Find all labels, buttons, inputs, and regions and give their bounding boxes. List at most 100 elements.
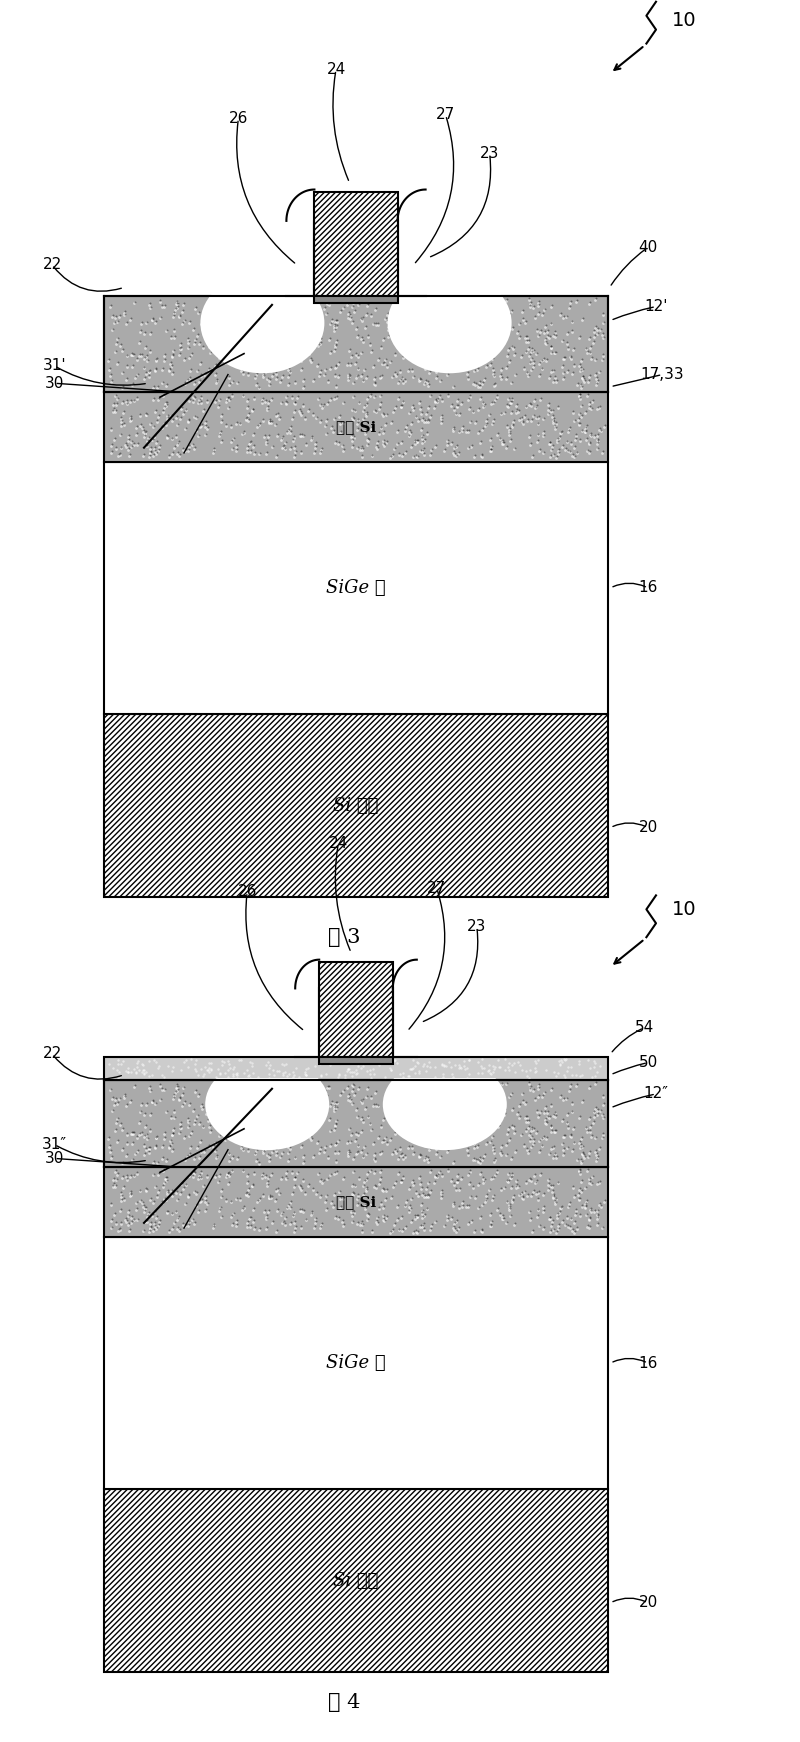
Point (583, 429, 596, 456)
Point (454, 1078, 467, 1106)
Point (346, 395, 359, 423)
Point (348, 1080, 361, 1108)
Point (515, 1122, 528, 1150)
Point (214, 420, 226, 448)
Point (135, 1057, 148, 1085)
Point (121, 387, 134, 415)
Point (540, 324, 553, 352)
Point (445, 392, 458, 420)
Point (218, 1049, 230, 1077)
Point (190, 1192, 202, 1219)
Point (527, 1176, 540, 1204)
Point (114, 1195, 127, 1223)
Point (310, 1204, 322, 1232)
Point (294, 324, 306, 352)
Point (182, 437, 194, 465)
Point (470, 1134, 483, 1162)
Point (383, 444, 396, 472)
Point (413, 368, 426, 395)
Point (503, 1082, 516, 1110)
Point (168, 322, 181, 350)
Point (488, 1078, 501, 1106)
Point (360, 1165, 373, 1193)
Point (248, 1129, 261, 1157)
Point (446, 1063, 459, 1090)
Point (403, 310, 416, 338)
Point (448, 1207, 461, 1235)
Point (190, 1047, 202, 1075)
Point (472, 1171, 485, 1198)
Point (249, 350, 262, 378)
Point (486, 343, 499, 371)
Point (360, 1084, 373, 1111)
Point (137, 1057, 150, 1085)
Point (487, 406, 500, 434)
Bar (104, 1078, 608, 1167)
Point (472, 369, 485, 397)
Point (354, 1211, 366, 1239)
Point (254, 1092, 267, 1120)
Point (311, 1111, 324, 1139)
Point (361, 1172, 374, 1200)
Point (178, 1087, 191, 1115)
Point (119, 1209, 132, 1237)
Point (450, 1176, 462, 1204)
Point (474, 1117, 487, 1144)
Ellipse shape (205, 1059, 330, 1150)
Point (447, 1131, 460, 1158)
Point (523, 1077, 536, 1104)
Point (110, 395, 122, 423)
Point (280, 381, 293, 409)
Point (351, 343, 364, 371)
Point (248, 1158, 261, 1186)
Point (524, 388, 537, 416)
Point (425, 401, 438, 429)
Point (582, 1169, 595, 1197)
Point (487, 409, 500, 437)
Point (238, 1089, 250, 1117)
Point (453, 1111, 466, 1139)
Point (331, 1205, 344, 1233)
Point (472, 301, 485, 329)
Point (474, 1204, 486, 1232)
Point (521, 1061, 534, 1089)
Point (162, 1052, 174, 1080)
Point (166, 406, 179, 434)
Point (117, 1148, 130, 1176)
Point (266, 307, 278, 334)
Point (386, 1092, 399, 1120)
Point (205, 338, 218, 366)
Point (174, 1108, 187, 1136)
Point (282, 1097, 295, 1125)
Point (137, 1218, 150, 1246)
Point (261, 429, 274, 456)
Point (255, 287, 268, 315)
Point (510, 399, 522, 427)
Point (375, 1188, 388, 1216)
Point (134, 1186, 147, 1214)
Point (108, 388, 121, 416)
Point (321, 390, 334, 418)
Point (278, 436, 291, 463)
Point (284, 413, 297, 441)
Point (526, 406, 538, 434)
Point (241, 394, 254, 422)
Point (311, 289, 324, 317)
Point (395, 1094, 408, 1122)
Point (590, 1094, 602, 1122)
Point (420, 1131, 433, 1158)
Point (127, 432, 140, 460)
Point (527, 387, 540, 415)
Point (362, 425, 374, 453)
Point (222, 383, 234, 411)
Point (149, 355, 162, 383)
Point (565, 1071, 578, 1099)
Text: 22: 22 (42, 1047, 62, 1061)
Point (236, 324, 249, 352)
Point (288, 439, 301, 467)
Point (434, 409, 447, 437)
Point (283, 415, 296, 442)
Point (456, 1089, 469, 1117)
Point (473, 1125, 486, 1153)
Point (325, 1117, 338, 1144)
